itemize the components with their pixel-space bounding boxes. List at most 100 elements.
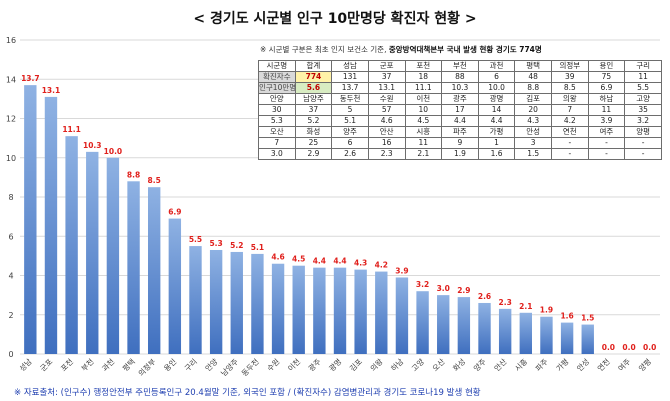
table-cell: 1.6 — [477, 148, 516, 160]
value-label: 5.1 — [251, 243, 264, 252]
table-cell: 17 — [441, 104, 479, 116]
y-tick-label: 14 — [6, 75, 16, 84]
value-label: 4.3 — [354, 259, 367, 268]
bar — [189, 246, 202, 354]
table-cell: 5 — [331, 104, 369, 116]
table-cell: 여주 — [587, 126, 626, 138]
table-cell: 37 — [367, 71, 406, 83]
table-cell: 성남 — [331, 60, 369, 72]
value-label: 10.0 — [104, 147, 123, 156]
table-cell: 3.9 — [587, 115, 626, 127]
x-axis: 성남 군포 포천 부천 과천 평택 의정부 용인 구리 안양 남양주 동두천 수원 이천 광주 광명 김포 의왕 하… — [18, 356, 653, 378]
bar — [519, 312, 532, 354]
bar — [313, 267, 326, 354]
x-tick-label: 여주 — [616, 356, 633, 373]
table-cell: 11.1 — [404, 82, 443, 94]
bars — [24, 85, 594, 354]
bar — [86, 151, 99, 354]
value-labels: 13.713.111.110.310.08.88.56.95.5 5.3 5.2 5.… — [21, 74, 656, 352]
bar — [478, 302, 491, 354]
value-label: 4.4 — [313, 257, 326, 266]
table-cell: 4.2 — [551, 115, 589, 127]
x-tick-label: 군포 — [38, 357, 54, 373]
table-cell: 6 — [331, 137, 369, 149]
table-cell: 11 — [404, 137, 443, 149]
table-cell: 8.5 — [551, 82, 589, 94]
value-label: 8.8 — [127, 170, 140, 179]
value-label: 1.6 — [560, 312, 573, 321]
bar — [416, 291, 429, 354]
table-cell: 37 — [294, 104, 333, 116]
table-cell: 5.3 — [258, 115, 296, 127]
value-label: 1.5 — [581, 314, 594, 323]
bar — [457, 297, 471, 354]
table-cell: 6.9 — [587, 82, 626, 94]
table-cell: 김포 — [514, 93, 552, 105]
x-tick-label: 양주 — [472, 357, 488, 373]
table-row: 오산 화성 양주 안산 시흥 파주 가평 안성 연천 여주 양평 — [258, 126, 662, 138]
table-cell: 부천 — [441, 60, 479, 72]
table-row: 확진자수 774 131 37 18 88 6 48 39 75 11 — [258, 71, 662, 83]
table-cell: 군포 — [367, 60, 406, 72]
table-cell: 5.2 — [294, 115, 333, 127]
note-bold: 중앙방역대책본부 국내 발생 현황 경기도 774명 — [388, 45, 542, 54]
source-note: ※ 시군별 구분은 최초 인지 보건소 기준, 중앙방역대책본부 국내 발생 현… — [260, 44, 542, 55]
value-label: 6.9 — [168, 208, 181, 217]
value-label: 4.2 — [375, 261, 388, 270]
table-cell: 양평 — [624, 126, 662, 138]
table-cell: 안양 — [258, 93, 296, 105]
x-tick-label: 구리 — [183, 357, 199, 373]
table-cell: 13.7 — [331, 82, 369, 94]
x-tick-label: 광주 — [306, 356, 323, 373]
table-cell: 25 — [294, 137, 333, 149]
table-cell: 3 — [514, 137, 552, 149]
value-label: 2.9 — [457, 286, 470, 295]
x-tick-label: 김포 — [347, 356, 364, 373]
x-tick-label: 광명 — [327, 356, 344, 373]
table-cell: 48 — [514, 71, 552, 83]
table-cell: 20 — [514, 104, 552, 116]
table-cell: 오산 — [258, 126, 296, 138]
table-cell: 39 — [551, 71, 589, 83]
table-cell: 2.6 — [331, 148, 369, 160]
x-tick-label: 안산 — [492, 356, 509, 373]
x-tick-label: 용인 — [161, 356, 178, 373]
x-tick-label: 의정부 — [136, 356, 158, 378]
table-cell: 13.1 — [367, 82, 406, 94]
table-cell: 의정부 — [551, 60, 589, 72]
y-tick-label: 6 — [8, 232, 13, 241]
x-tick-label: 고양 — [410, 357, 426, 373]
table-cell: - — [587, 148, 626, 160]
table-cell: 4.4 — [477, 115, 516, 127]
table-cell: 75 — [587, 71, 626, 83]
table-cell: 774 — [294, 71, 333, 83]
value-label: 11.1 — [62, 125, 81, 134]
bar — [292, 265, 305, 354]
table-cell: 안산 — [367, 126, 406, 138]
x-tick-label: 하남 — [389, 356, 406, 373]
table-cell: 1.5 — [514, 148, 552, 160]
table-row: 인구10만명당5.613.713.111.110.310.08.88.56.95… — [258, 82, 662, 94]
table-cell: 연천 — [551, 126, 589, 138]
y-tick-label: 2 — [8, 311, 13, 320]
table-cell: 양주 — [331, 126, 369, 138]
table-cell: 1 — [477, 137, 516, 149]
table-cell: 시흥 — [404, 126, 443, 138]
table-row: 시군명 합계 성남 군포 포천 부천 과천 평택 의정부 용인 구리 — [258, 60, 662, 72]
bar — [560, 322, 574, 354]
table-cell: 11 — [624, 71, 662, 83]
x-tick-label: 가평 — [554, 356, 571, 373]
table-cell: 4.3 — [514, 115, 552, 127]
value-label: 2.1 — [519, 302, 532, 311]
data-source: ※ 자료출처: (인구수) 행정안전부 주민등록인구 20.4월말 기준, 외국… — [14, 388, 481, 398]
value-label: 0.0 — [602, 343, 615, 352]
bar — [65, 136, 78, 354]
y-tick-label: 16 — [6, 36, 16, 45]
x-tick-label: 포천 — [58, 356, 75, 373]
bar — [354, 269, 367, 354]
x-tick-label: 오산 — [430, 356, 447, 373]
table-cell: 광명 — [477, 93, 516, 105]
value-label: 2.3 — [499, 298, 512, 307]
table-cell: 5.5 — [624, 82, 662, 94]
